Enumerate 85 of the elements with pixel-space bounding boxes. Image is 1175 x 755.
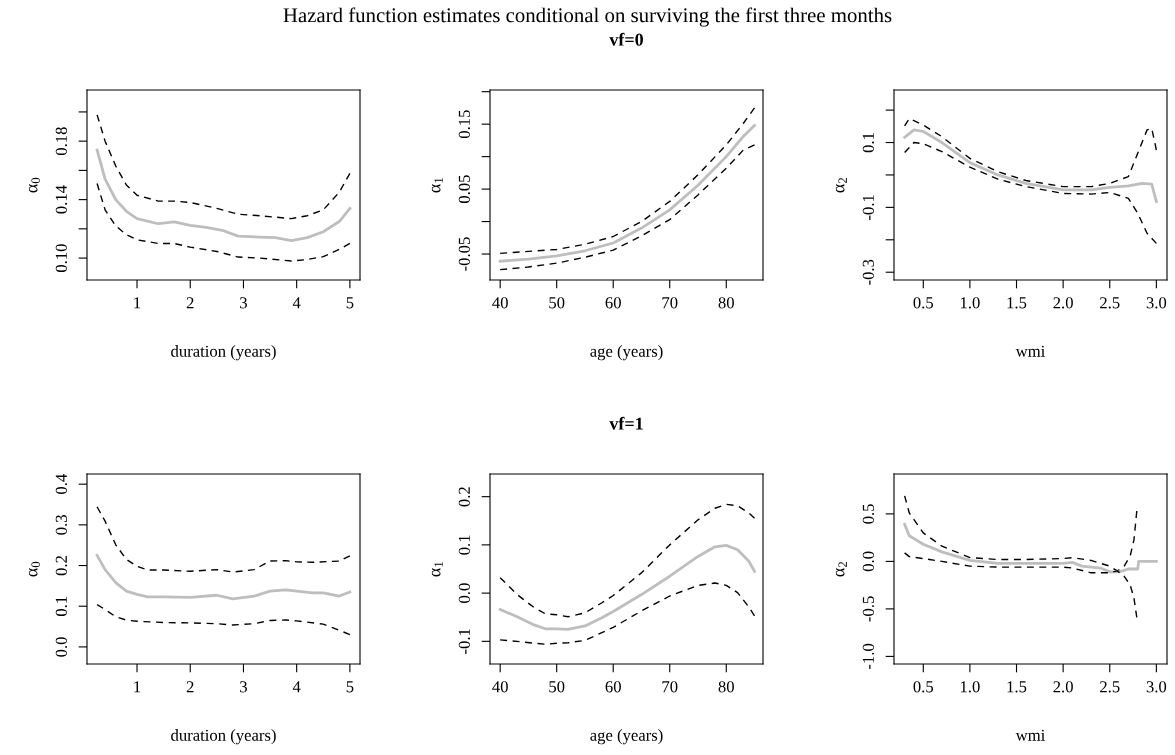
x-tick-label: 70 bbox=[662, 297, 678, 309]
x-tick-label: 2 bbox=[186, 681, 194, 693]
line-series bbox=[499, 582, 756, 645]
y-tick-label: 0.4 bbox=[55, 474, 68, 494]
line-series bbox=[903, 117, 1158, 188]
x-tick-label: 1.5 bbox=[1007, 681, 1027, 693]
x-tick-label: 50 bbox=[549, 681, 565, 693]
y-tick-label: -0.3 bbox=[862, 259, 875, 285]
x-tick-label: 80 bbox=[718, 681, 734, 693]
x-tick-label: 5 bbox=[346, 681, 354, 693]
y-tick-label: 0.1 bbox=[458, 535, 471, 555]
y-tick-label: 0.5 bbox=[862, 504, 875, 524]
y-tick-label: 0.2 bbox=[55, 556, 68, 576]
y-axis-title: α$_{2}$ bbox=[835, 561, 847, 577]
x-tick-label: 1 bbox=[134, 681, 141, 693]
x-axis-title: age (years) bbox=[590, 729, 663, 745]
x-tick-label: 3.0 bbox=[1146, 681, 1167, 693]
x-tick-label: 1.0 bbox=[960, 681, 980, 693]
line-series bbox=[95, 553, 352, 601]
y-tick-label: -0.1 bbox=[458, 629, 471, 654]
x-tick-label: 1.0 bbox=[960, 297, 980, 309]
x-tick-label: 60 bbox=[605, 681, 621, 693]
y-tick-label: 0.1 bbox=[862, 133, 875, 153]
y-tick-label: -0.5 bbox=[862, 596, 875, 622]
x-tick-label: 2 bbox=[186, 297, 194, 309]
x-tick-label: 3 bbox=[240, 297, 247, 309]
line-series bbox=[499, 144, 756, 271]
y-tick-label: -1.0 bbox=[862, 643, 875, 669]
line-series bbox=[499, 503, 756, 618]
x-tick-label: 0.5 bbox=[913, 297, 934, 309]
y-tick-label: 0.18 bbox=[55, 127, 68, 156]
line-series bbox=[498, 124, 756, 263]
x-tick-label: 50 bbox=[549, 297, 565, 309]
line-series bbox=[95, 148, 352, 242]
chart-title: Hazard function estimates conditional on surviving the first three months bbox=[283, 7, 892, 27]
x-tick-label: 0.5 bbox=[913, 681, 934, 693]
line-series bbox=[96, 603, 351, 636]
x-axis-title: duration (years) bbox=[171, 345, 276, 361]
x-tick-label: 1 bbox=[134, 297, 141, 309]
x-tick-label: 2.5 bbox=[1100, 297, 1120, 309]
line-series bbox=[499, 107, 756, 255]
y-tick-label: 0.2 bbox=[458, 487, 471, 507]
y-tick-label: -0.05 bbox=[458, 237, 471, 271]
y-tick-label: 0.1 bbox=[55, 596, 68, 617]
line-series bbox=[96, 182, 351, 262]
line-series bbox=[903, 128, 1158, 203]
y-axis-title: α$_{1}$ bbox=[431, 562, 443, 577]
x-tick-label: 2.5 bbox=[1100, 681, 1120, 693]
y-tick-label: 0.0 bbox=[55, 637, 68, 657]
x-axis-title: duration (years) bbox=[171, 729, 276, 745]
y-tick-label: 0.15 bbox=[458, 110, 471, 139]
line-series bbox=[498, 543, 756, 631]
line-series bbox=[903, 141, 1158, 245]
y-tick-label: 0.14 bbox=[55, 185, 68, 214]
x-tick-label: 2.0 bbox=[1053, 297, 1073, 309]
x-tick-label: 80 bbox=[718, 297, 734, 309]
x-tick-label: 70 bbox=[662, 681, 678, 693]
y-tick-label: 0.10 bbox=[55, 244, 68, 273]
line-series bbox=[96, 114, 351, 220]
y-axis-title: α$_{0}$ bbox=[28, 177, 40, 193]
chart-subtitle: vf=0 bbox=[609, 32, 643, 46]
x-tick-label: 40 bbox=[492, 297, 508, 309]
x-axis-title: age (years) bbox=[590, 345, 663, 361]
y-tick-label: 0.0 bbox=[862, 551, 875, 572]
x-tick-label: 5 bbox=[346, 297, 354, 309]
y-axis-title: α$_{0}$ bbox=[28, 561, 40, 577]
y-tick-label: 0.05 bbox=[458, 175, 471, 204]
x-tick-label: 4 bbox=[292, 681, 301, 693]
chart-subtitle: vf=1 bbox=[609, 416, 643, 430]
y-tick-label: 0.3 bbox=[55, 515, 68, 535]
line-series bbox=[903, 522, 1158, 574]
x-tick-label: 2.0 bbox=[1053, 681, 1073, 693]
x-tick-label: 40 bbox=[492, 681, 508, 693]
x-tick-label: 3 bbox=[240, 681, 247, 693]
x-tick-label: 60 bbox=[605, 297, 621, 309]
y-axis-title: α$_{2}$ bbox=[835, 177, 847, 193]
line-series bbox=[96, 506, 351, 573]
x-tick-label: 3.0 bbox=[1146, 297, 1167, 309]
x-axis-title: wmi bbox=[1015, 345, 1045, 357]
y-tick-label: 0.0 bbox=[458, 583, 471, 603]
x-tick-label: 4 bbox=[292, 297, 301, 309]
x-tick-label: 1.5 bbox=[1007, 297, 1027, 309]
x-axis-title: wmi bbox=[1015, 729, 1045, 741]
y-axis-title: α$_{1}$ bbox=[431, 178, 443, 193]
y-tick-label: -0.1 bbox=[862, 195, 875, 220]
